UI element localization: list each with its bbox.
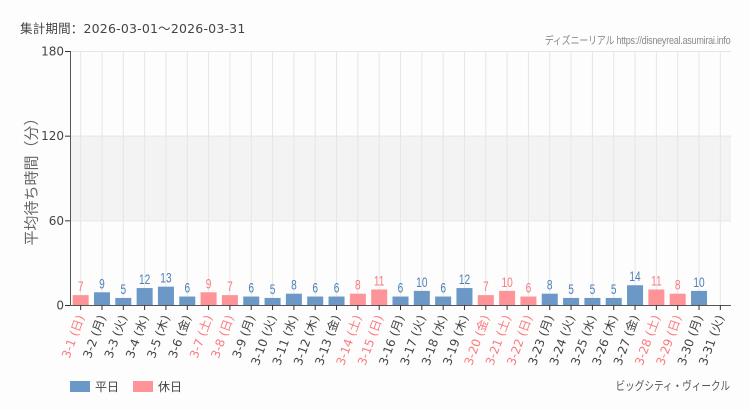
bar[interactable] [584, 297, 601, 305]
bar-value-label: 6 [398, 280, 404, 296]
bar-value-label: 5 [590, 281, 596, 297]
y-tick-label: 0 [56, 299, 64, 313]
bar[interactable] [115, 297, 132, 305]
legend-label: 休日 [158, 380, 183, 394]
bar[interactable] [563, 297, 580, 305]
bar-value-label: 5 [120, 281, 126, 297]
bar[interactable] [307, 296, 324, 305]
bar-value-label: 8 [675, 277, 681, 293]
bar[interactable] [93, 292, 110, 305]
bar[interactable] [456, 288, 473, 305]
chart-legend: 平日 休日 [70, 378, 182, 395]
bar-value-label: 6 [440, 280, 446, 296]
bar[interactable] [413, 290, 430, 305]
legend-label: 平日 [95, 380, 120, 394]
bar[interactable] [541, 293, 558, 305]
bar[interactable] [477, 295, 494, 305]
bar[interactable] [72, 295, 89, 305]
legend-item-weekday[interactable]: 平日 [70, 378, 119, 395]
bar-value-label: 8 [291, 277, 297, 293]
bar[interactable] [157, 286, 174, 305]
bar[interactable] [605, 297, 622, 305]
bar-value-label: 7 [78, 279, 84, 295]
bar-value-label: 12 [459, 272, 471, 288]
bar-value-label: 11 [374, 273, 385, 289]
bar[interactable] [371, 289, 388, 305]
attraction-name: ビッグシティ・ヴィークル [615, 379, 730, 393]
bar-value-label: 10 [693, 274, 705, 290]
bar-value-label: 7 [483, 279, 489, 295]
bar[interactable] [328, 296, 345, 305]
bar-value-label: 5 [611, 281, 617, 297]
y-tick-label: 60 [49, 214, 64, 228]
bar[interactable] [435, 296, 452, 305]
bar[interactable] [499, 290, 516, 305]
bar-value-label: 9 [206, 276, 212, 292]
bar-value-label: 14 [629, 269, 641, 285]
aggregation-period: 集計期間：2026-03-01～2026-03-31 [20, 21, 246, 36]
y-tick-label: 120 [41, 129, 64, 143]
bar[interactable] [221, 295, 238, 305]
bar-value-label: 9 [99, 276, 105, 292]
bar[interactable] [669, 293, 686, 305]
bar[interactable] [520, 296, 537, 305]
bar-value-label: 6 [526, 280, 532, 296]
legend-item-holiday[interactable]: 休日 [133, 378, 182, 395]
bar[interactable] [179, 296, 196, 305]
bar[interactable] [243, 296, 260, 305]
bar[interactable] [264, 297, 281, 305]
bar[interactable] [648, 289, 665, 305]
bar[interactable] [691, 290, 708, 305]
weekday-swatch [70, 381, 90, 392]
bar-value-label: 7 [227, 279, 233, 295]
bar-value-label: 10 [501, 274, 513, 290]
bar-value-label: 6 [334, 280, 340, 296]
bar-value-label: 13 [160, 270, 172, 286]
bar-value-label: 6 [184, 280, 190, 296]
bar-value-label: 5 [270, 281, 276, 297]
bar-value-label: 12 [139, 272, 151, 288]
bar-value-label: 5 [568, 281, 574, 297]
bar-value-label: 11 [651, 273, 662, 289]
holiday-swatch [133, 381, 154, 392]
bar[interactable] [392, 296, 409, 305]
bar-value-label: 8 [355, 277, 361, 293]
bar-value-label: 8 [547, 277, 553, 293]
site-credit: ディズニーリアル https://disneyreal.asumirai.inf… [544, 35, 730, 47]
bar-value-label: 6 [248, 280, 254, 296]
bar[interactable] [349, 293, 366, 305]
bar-value-label: 6 [312, 280, 318, 296]
bar[interactable] [200, 292, 217, 305]
bar[interactable] [627, 285, 644, 305]
y-tick-label: 180 [41, 45, 64, 59]
bar[interactable] [285, 293, 302, 305]
bar-value-label: 10 [416, 274, 428, 290]
bar[interactable] [136, 288, 153, 305]
